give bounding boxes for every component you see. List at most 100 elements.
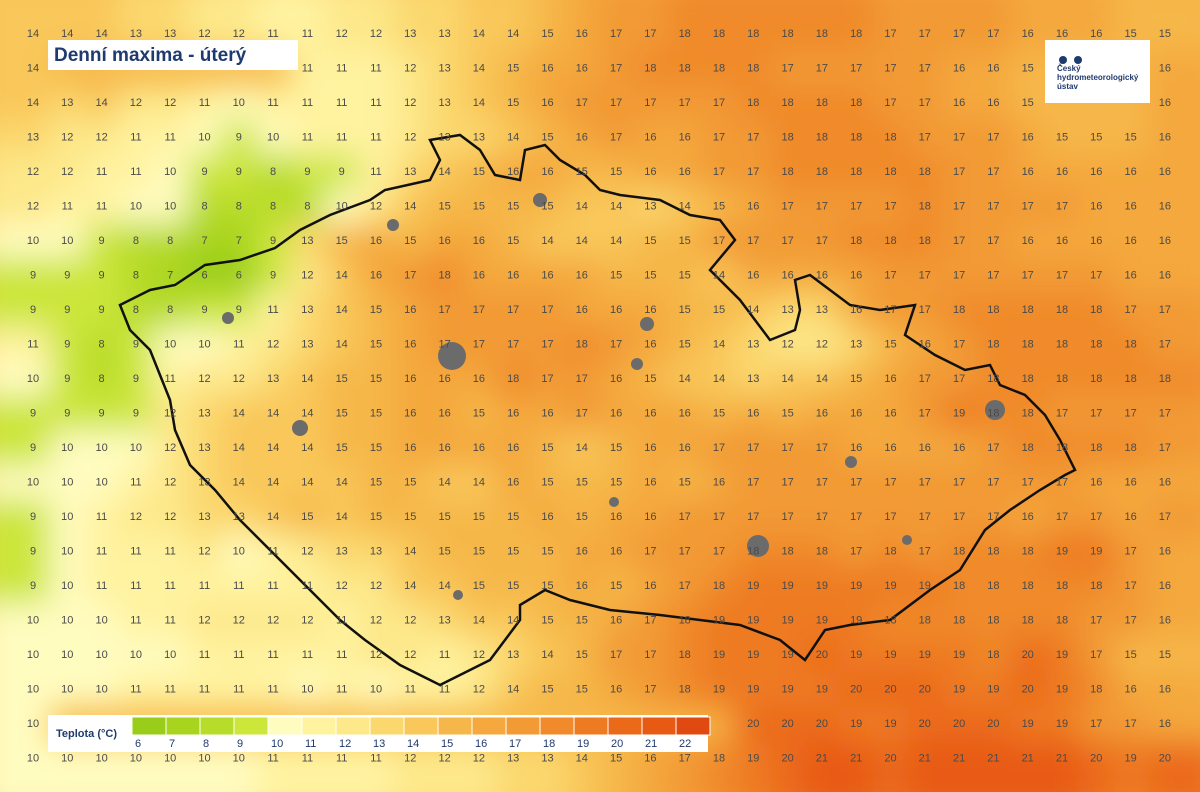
temperature-label: 16: [576, 131, 588, 143]
temperature-label: 15: [507, 200, 519, 212]
temperature-label: 14: [336, 269, 348, 281]
temperature-cell: [290, 672, 326, 708]
temperature-label: 16: [1022, 235, 1034, 247]
temperature-cell: [633, 85, 669, 122]
temperature-cell: [598, 258, 635, 294]
temperature-cell: [667, 568, 703, 605]
temperature-cell: [393, 292, 429, 329]
temperature-label: 18: [1090, 580, 1102, 592]
temperature-cell: [0, 223, 52, 260]
legend-label: 21: [645, 738, 657, 750]
temperature-label: 10: [130, 442, 142, 454]
temperature-cell: [496, 534, 532, 570]
temperature-cell: [976, 189, 1012, 225]
temperature-label: 15: [370, 442, 382, 454]
temperature-label: 14: [713, 338, 725, 350]
temperature-label: 16: [1090, 28, 1102, 40]
temperature-label: 16: [1124, 269, 1136, 281]
temperature-label: 11: [336, 97, 347, 109]
temperature-cell: [1147, 292, 1200, 329]
temperature-label: 17: [850, 511, 862, 523]
temperature-cell: [667, 223, 703, 260]
temperature-cell: [0, 154, 52, 191]
temperature-label: 19: [816, 580, 828, 592]
temperature-label: 18: [987, 545, 999, 557]
temperature-label: 11: [233, 649, 244, 661]
temperature-cell: [0, 706, 52, 743]
temperature-label: 18: [679, 62, 691, 74]
country-border: [118, 133, 1077, 687]
temperature-cell: [770, 568, 806, 605]
temperature-label: 17: [679, 545, 691, 557]
temperature-label: 17: [610, 338, 622, 350]
temperature-label: 12: [27, 166, 39, 178]
temperature-cell: [427, 637, 463, 674]
temperature-label: 11: [336, 752, 347, 764]
temperature-label: 10: [27, 373, 39, 385]
temperature-cell: [187, 120, 223, 156]
temperature-cell: [153, 465, 189, 501]
temperature-label: 11: [405, 683, 416, 695]
temperature-label: 19: [747, 649, 759, 661]
temperature-label: 14: [404, 200, 416, 212]
temperature-cell: [598, 568, 635, 605]
temperature-label: 17: [919, 304, 931, 316]
temperature-cell: [1010, 51, 1046, 87]
temperature-label: 19: [850, 649, 862, 661]
temperature-cell: [770, 258, 806, 294]
temperature-label: 20: [816, 718, 828, 730]
temperature-cell: [1147, 568, 1200, 605]
temperature-cell: [50, 120, 86, 156]
temperature-label: 16: [1090, 200, 1102, 212]
temperature-label: 17: [473, 304, 485, 316]
temperature-label: 11: [164, 580, 175, 592]
temperature-cell: [530, 672, 566, 708]
temperature-label: 12: [267, 614, 279, 626]
temperature-cell: [187, 223, 223, 260]
temperature-cell: [1044, 706, 1081, 743]
temperature-label: 17: [884, 269, 896, 281]
temperature-cell: [530, 292, 566, 329]
temperature-label: 15: [576, 683, 588, 695]
temperature-cell: [907, 120, 943, 156]
temperature-cell: [255, 258, 292, 294]
temperature-cell: [84, 430, 120, 467]
temperature-cell: [324, 223, 360, 260]
temperature-label: 10: [370, 683, 382, 695]
temperature-cell: [324, 568, 360, 605]
temperature-cell: [324, 396, 360, 432]
temperature-label: 10: [61, 649, 73, 661]
temperature-label: 18: [1022, 442, 1034, 454]
temperature-label: 12: [164, 97, 176, 109]
temperature-label: 10: [61, 580, 73, 592]
temperature-label: 13: [404, 166, 416, 178]
temperature-cell: [1079, 465, 1115, 501]
temperature-cell: [427, 465, 463, 501]
temperature-cell: [598, 534, 635, 570]
temperature-label: 18: [816, 97, 828, 109]
temperature-cell: [633, 499, 669, 536]
temperature-label: 6: [236, 269, 242, 281]
temperature-label: 12: [233, 614, 245, 626]
temperature-label: 11: [267, 752, 278, 764]
temperature-cell: [1010, 465, 1046, 501]
temperature-label: 18: [884, 235, 896, 247]
temperature-label: 16: [644, 511, 656, 523]
temperature-label: 14: [267, 407, 279, 419]
temperature-label: 17: [816, 62, 828, 74]
legend-label: 12: [339, 738, 351, 750]
temperature-cell: [221, 327, 257, 363]
temperature-label: 13: [198, 511, 210, 523]
temperature-label: 15: [473, 580, 485, 592]
temperature-cell: [358, 430, 395, 467]
temperature-label: 15: [884, 338, 896, 350]
temperature-label: 14: [438, 580, 450, 592]
temperature-cell: [736, 85, 772, 122]
legend-label: 7: [169, 738, 175, 750]
temperature-label: 10: [95, 683, 107, 695]
temperature-label: 11: [302, 131, 313, 143]
temperature-label: 18: [884, 131, 896, 143]
temperature-cell: [839, 154, 875, 191]
temperature-label: 9: [236, 166, 242, 178]
temperature-cell: [118, 430, 155, 467]
